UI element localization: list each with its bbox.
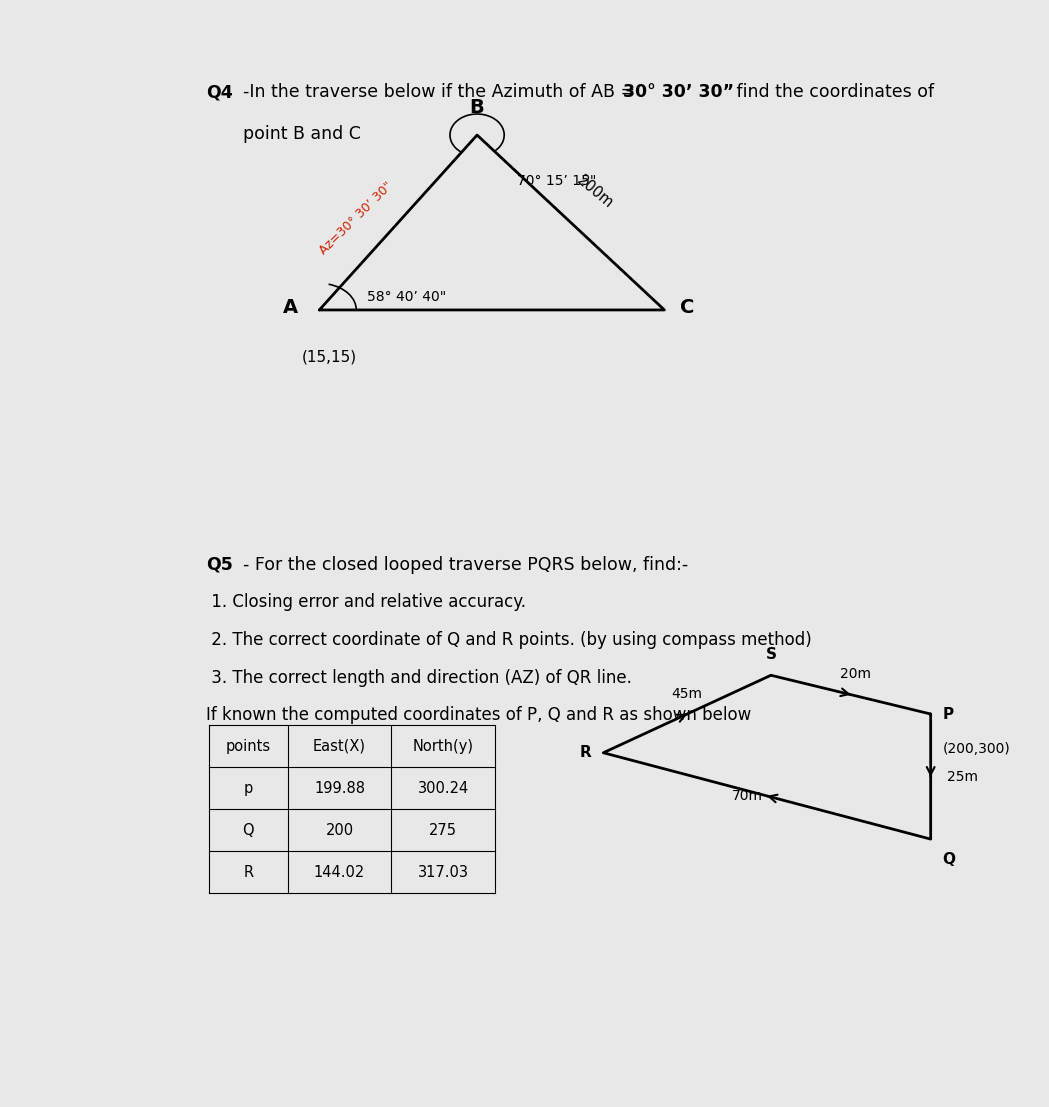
Text: B: B	[470, 99, 485, 117]
Text: 2. The correct coordinate of Q and R points. (by using compass method): 2. The correct coordinate of Q and R poi…	[206, 631, 812, 649]
Text: 25m: 25m	[947, 769, 979, 784]
Text: 20m: 20m	[840, 668, 872, 681]
Text: find the coordinates of: find the coordinates of	[731, 83, 935, 101]
Text: Q4: Q4	[206, 83, 233, 101]
Text: 200m: 200m	[574, 173, 617, 211]
Text: Q5: Q5	[206, 556, 233, 573]
Text: 70m: 70m	[732, 789, 763, 803]
Text: East(X): East(X)	[313, 738, 366, 754]
Text: 3. The correct length and direction (AZ) of QR line.: 3. The correct length and direction (AZ)…	[206, 669, 631, 686]
Text: Q: Q	[242, 823, 254, 838]
Text: point B and C: point B and C	[243, 125, 361, 143]
Text: If known the computed coordinates of P, Q and R as shown below: If known the computed coordinates of P, …	[206, 706, 751, 724]
Text: points: points	[226, 738, 271, 754]
Text: 70° 15’ 15": 70° 15’ 15"	[516, 174, 596, 188]
Text: S: S	[766, 646, 776, 662]
Text: North(y): North(y)	[412, 738, 473, 754]
Text: - For the closed looped traverse PQRS below, find:-: - For the closed looped traverse PQRS be…	[243, 556, 688, 573]
Text: 30° 30’ 30”: 30° 30’ 30”	[623, 83, 734, 101]
Text: Az=30° 30’ 30": Az=30° 30’ 30"	[317, 179, 395, 257]
Text: 275: 275	[429, 823, 457, 838]
Text: P: P	[942, 706, 954, 722]
Text: p: p	[243, 780, 253, 796]
Text: C: C	[680, 298, 694, 318]
Text: 300.24: 300.24	[418, 780, 469, 796]
Text: A: A	[282, 298, 298, 318]
Text: -In the traverse below if the Azimuth of AB =: -In the traverse below if the Azimuth of…	[243, 83, 641, 101]
Text: (15,15): (15,15)	[301, 350, 357, 365]
Text: 199.88: 199.88	[314, 780, 365, 796]
Text: (200,300): (200,300)	[942, 742, 1010, 756]
Text: 45m: 45m	[671, 686, 703, 701]
Text: 58° 40’ 40": 58° 40’ 40"	[367, 290, 446, 304]
Text: R: R	[580, 745, 592, 761]
Text: Q: Q	[942, 852, 956, 868]
Text: 317.03: 317.03	[418, 865, 469, 880]
Text: 200: 200	[325, 823, 354, 838]
Text: R: R	[243, 865, 254, 880]
Text: 144.02: 144.02	[314, 865, 365, 880]
Text: 1. Closing error and relative accuracy.: 1. Closing error and relative accuracy.	[206, 593, 526, 611]
